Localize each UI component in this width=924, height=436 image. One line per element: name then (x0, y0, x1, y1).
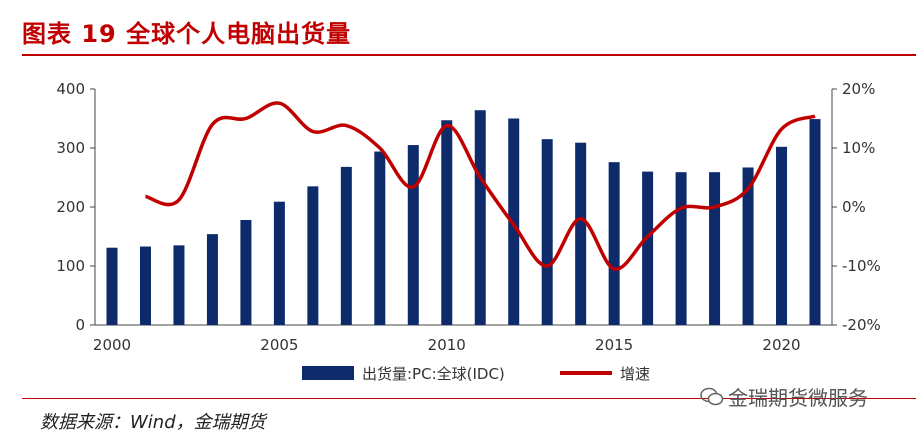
bar (709, 172, 721, 325)
bar (206, 234, 218, 325)
chart-area: 0 100 200 300 400 -20% -10% 0% 10% 20% 2000 2005 201… (0, 60, 924, 400)
legend-line-label: 增速 (620, 365, 650, 383)
bar (240, 219, 252, 325)
bar (307, 186, 319, 325)
x-tick-label: 2000 (93, 336, 131, 354)
bar (173, 245, 185, 325)
y-right-tick-label: 20% (842, 80, 875, 98)
bar (474, 110, 486, 325)
y-right-tick-label: 10% (842, 139, 875, 157)
source-divider (22, 398, 916, 399)
y-right-tick-label: 0% (842, 198, 866, 216)
bar (407, 145, 419, 325)
x-tick-label: 2015 (595, 336, 633, 354)
y-left-tick-label: 300 (56, 139, 85, 157)
y-right-tick-label: -10% (842, 257, 881, 275)
legend-bar-swatch (302, 366, 354, 380)
bar (374, 151, 386, 325)
y-left-tick-label: 400 (56, 80, 85, 98)
bar (675, 172, 687, 325)
bar (340, 166, 352, 325)
y-right-tick-label: -20% (842, 316, 881, 334)
source-note: 数据来源：Wind，金瑞期货 (40, 412, 266, 433)
watermark-text: 金瑞期货微服务 (728, 386, 868, 410)
bar (776, 146, 788, 325)
y-left-tick-label: 0 (75, 316, 85, 334)
x-tick-label: 2010 (428, 336, 466, 354)
title-divider (22, 54, 916, 56)
growth-line (144, 101, 816, 271)
bar (608, 162, 620, 325)
x-tick-label: 2020 (762, 336, 800, 354)
legend-bar-label: 出货量:PC:全球(IDC) (362, 365, 505, 383)
wechat-icon (700, 387, 724, 405)
bar (642, 171, 654, 325)
bar (742, 167, 754, 325)
chart-svg: 0 100 200 300 400 -20% -10% 0% 10% 20% 2000 2005 201… (56, 80, 881, 383)
y-left-tick-label: 200 (56, 198, 85, 216)
bar (508, 118, 520, 325)
bar (106, 247, 118, 325)
bar (575, 142, 587, 325)
bar (541, 139, 553, 325)
y-left-tick-label: 100 (56, 257, 85, 275)
bar (139, 246, 151, 325)
bar (273, 201, 285, 325)
bar (441, 120, 453, 325)
page-title: 图表 19 全球个人电脑出货量 (22, 20, 352, 48)
x-tick-label: 2005 (260, 336, 298, 354)
bar (809, 119, 821, 325)
watermark: 金瑞期货微服务 (700, 382, 868, 411)
